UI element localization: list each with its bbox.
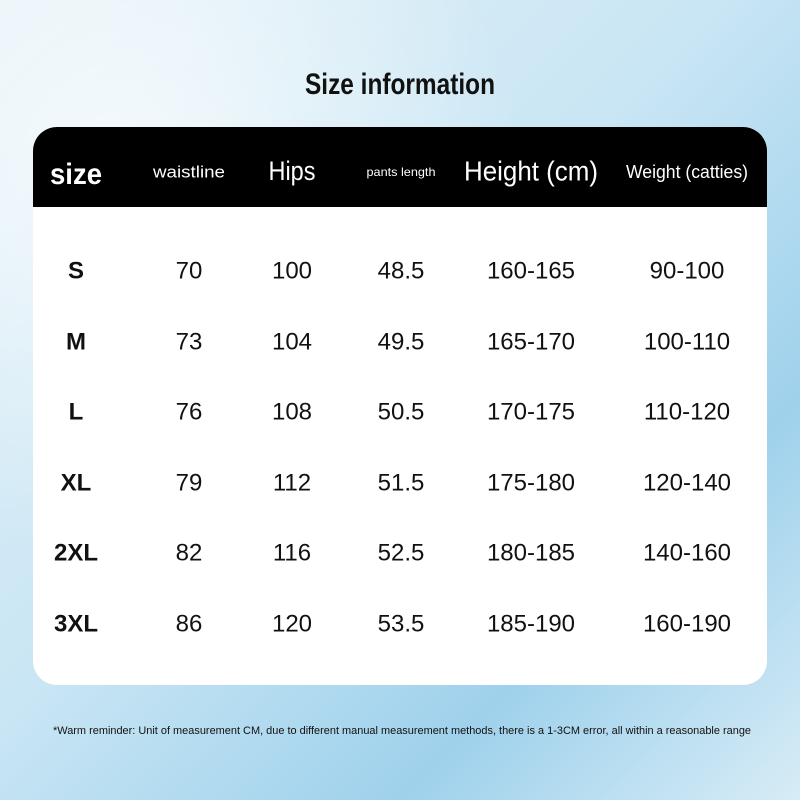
value-cell: 51.5 [378,469,425,496]
value-cell: 160-165 [487,257,575,284]
value-cell: 175-180 [487,469,575,496]
value-cell: 86 [176,610,203,637]
value-cell: 76 [176,398,203,425]
value-cell: 49.5 [378,328,425,355]
size-cell: S [68,257,84,284]
title: Size information [305,68,495,101]
value-cell: 53.5 [378,610,425,637]
value-cell: 100-110 [644,328,730,355]
footnote: *Warm reminder: Unit of measurement CM, … [53,725,751,737]
value-cell: 90-100 [650,257,725,284]
size-cell: XL [61,469,92,496]
value-cell: 70 [176,257,203,284]
value-cell: 180-185 [487,539,575,566]
value-cell: 120-140 [643,469,731,496]
header-cell: Height (cm) [464,155,598,186]
header-cell: waistline [152,162,225,181]
value-cell: 160-190 [643,610,731,637]
table: size waistline Hips pants length Height (cm)… [50,155,748,637]
value-cell: 110-120 [644,398,730,425]
value-cell: 116 [273,539,311,566]
size-cell: 2XL [54,539,98,566]
table-card [33,127,767,685]
value-cell: 170-175 [487,398,575,425]
size-cell: M [66,328,86,355]
value-cell: 112 [273,469,311,496]
header-cell: Hips [269,156,316,186]
table-header-bar [33,127,767,207]
value-cell: 140-160 [643,539,731,566]
value-cell: 50.5 [378,398,425,425]
value-cell: 82 [176,539,203,566]
header-cell: pants length [367,165,436,179]
value-cell: 48.5 [378,257,425,284]
size-cell: 3XL [54,610,98,637]
header-cell: Weight (catties) [626,162,748,182]
value-cell: 120 [272,610,312,637]
header-cell: size [50,158,102,191]
size-cell: L [69,398,84,425]
value-cell: 100 [272,257,312,284]
value-cell: 52.5 [378,539,425,566]
value-cell: 104 [272,328,312,355]
value-cell: 108 [272,398,312,425]
value-cell: 73 [176,328,203,355]
value-cell: 165-170 [487,328,575,355]
value-cell: 185-190 [487,610,575,637]
value-cell: 79 [176,469,203,496]
